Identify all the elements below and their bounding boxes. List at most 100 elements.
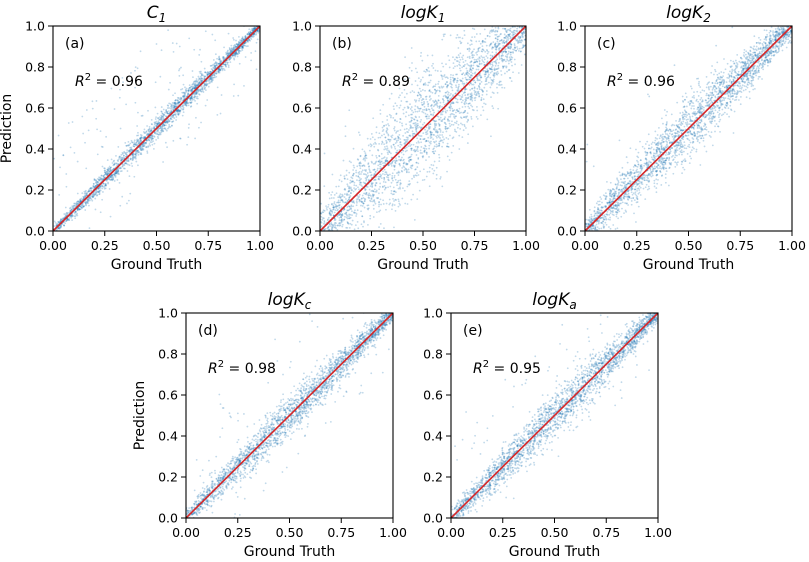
data-point (465, 127, 467, 129)
data-point (513, 49, 516, 51)
data-point (410, 69, 413, 72)
data-point (115, 172, 118, 174)
data-point (517, 41, 520, 44)
data-point (503, 42, 506, 44)
data-point (196, 81, 198, 83)
data-point (237, 44, 240, 46)
data-point (191, 89, 193, 92)
data-point (96, 190, 98, 193)
data-point (322, 234, 324, 236)
data-point (92, 193, 95, 196)
data-point (192, 87, 195, 90)
data-point (352, 234, 354, 236)
data-point (79, 200, 82, 203)
data-point (456, 81, 458, 84)
data-point (115, 169, 118, 171)
data-point (99, 177, 102, 180)
data-point (238, 43, 240, 46)
data-point (496, 70, 499, 73)
data-point (374, 138, 376, 141)
data-point (207, 85, 210, 88)
data-point (383, 177, 385, 179)
data-point (172, 94, 174, 97)
data-point (168, 125, 171, 128)
data-point (194, 99, 196, 102)
data-point (506, 70, 508, 73)
data-point (139, 139, 142, 142)
data-point (390, 163, 393, 165)
data-point (218, 58, 221, 61)
data-point (391, 172, 394, 175)
data-point (193, 96, 196, 99)
data-point (176, 99, 179, 101)
data-point (341, 195, 344, 197)
data-point (320, 226, 323, 228)
data-point (474, 71, 477, 74)
data-point (215, 64, 218, 67)
data-point (115, 171, 118, 174)
data-point (474, 61, 476, 64)
data-point (138, 151, 141, 154)
data-point (87, 129, 90, 132)
data-point (388, 113, 391, 116)
data-point (86, 191, 89, 194)
data-point (131, 159, 134, 162)
data-point (421, 110, 424, 113)
data-point (161, 112, 164, 115)
data-point (452, 80, 455, 82)
data-point (422, 168, 425, 171)
data-point (121, 157, 123, 160)
data-point (393, 168, 396, 171)
data-point (331, 202, 333, 205)
data-point (134, 150, 137, 153)
data-point (127, 160, 130, 163)
data-point (451, 89, 454, 92)
data-point (397, 179, 400, 182)
data-point (446, 81, 449, 83)
data-point (140, 149, 143, 152)
data-point (331, 211, 334, 214)
data-point (434, 125, 436, 127)
data-point (133, 141, 136, 144)
data-point (195, 83, 198, 86)
data-point (321, 217, 324, 219)
data-point (239, 41, 242, 44)
data-point (496, 86, 498, 89)
data-point (435, 140, 437, 143)
data-point (450, 85, 452, 88)
data-point (217, 62, 220, 65)
data-point (332, 204, 335, 207)
data-point (504, 50, 507, 53)
data-point (102, 175, 105, 177)
data-point (157, 137, 160, 140)
data-point (497, 64, 500, 67)
data-point (523, 45, 525, 48)
data-point (485, 83, 488, 85)
data-point (470, 104, 472, 107)
data-point (451, 107, 454, 110)
data-point (101, 184, 104, 187)
data-point (68, 234, 70, 236)
data-point (345, 213, 348, 216)
data-point (428, 127, 431, 130)
data-point (174, 102, 176, 104)
data-point (353, 166, 356, 169)
data-point (153, 135, 155, 137)
data-point (341, 214, 343, 217)
data-point (248, 39, 251, 41)
data-point (190, 95, 193, 98)
data-point (446, 96, 449, 99)
data-point (510, 51, 513, 54)
data-point (206, 74, 209, 77)
data-point (435, 177, 438, 180)
data-point (447, 118, 449, 121)
data-point (125, 153, 127, 156)
data-point (139, 137, 142, 140)
data-point (237, 43, 240, 46)
data-point (104, 171, 107, 174)
data-point (463, 74, 466, 76)
data-point (115, 162, 117, 165)
data-point (470, 87, 473, 90)
data-point (98, 179, 101, 182)
